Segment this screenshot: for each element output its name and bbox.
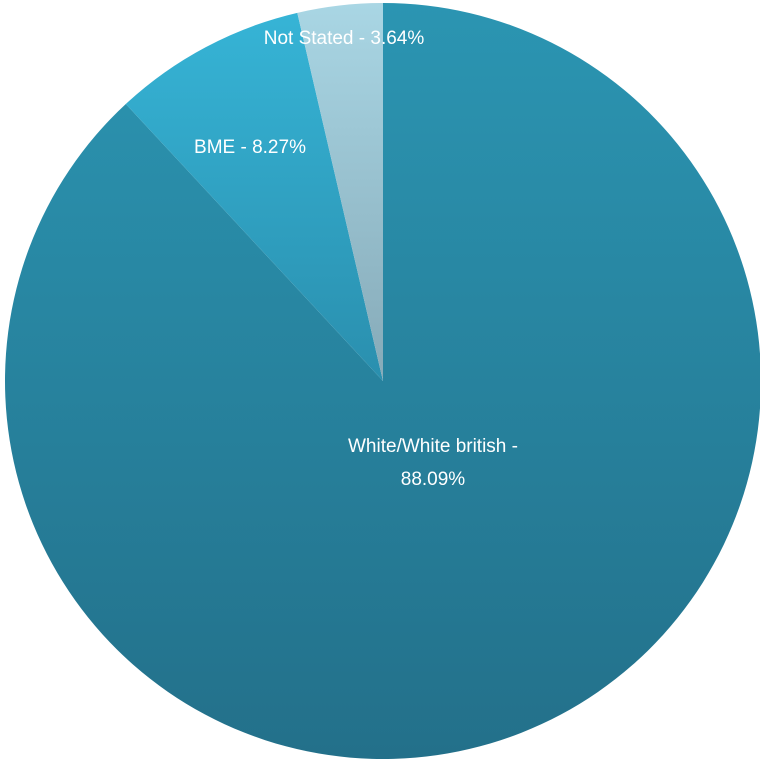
slice-label-line: White/White british - [348,436,518,457]
label-bme: BME - 8.27% [194,137,306,158]
label-white-british: White/White british - 88.09% [348,436,518,490]
pie-slices [5,2,760,759]
slice-not-stated [297,2,383,381]
slice-white-british [5,3,760,759]
slice-bme [125,12,384,382]
label-not-stated: Not Stated - 3.64% [264,28,425,49]
slice-label-line: 88.09% [401,469,466,490]
pie-labels: White/White british - 88.09% BME - 8.27% No… [194,28,518,490]
slice-label-line: Not Stated - 3.64% [264,28,425,49]
slice-label-line: BME - 8.27% [194,137,306,158]
